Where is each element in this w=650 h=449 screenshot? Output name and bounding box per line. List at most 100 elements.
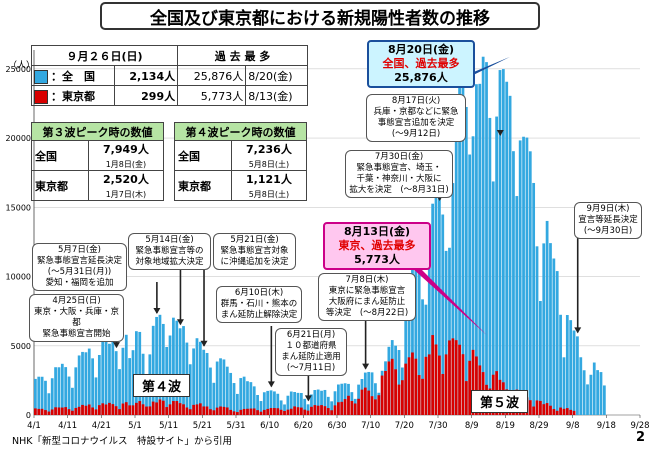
y-tick-label: 0 — [26, 411, 31, 420]
tokyo-bar — [118, 409, 121, 415]
tokyo-bar — [74, 407, 78, 415]
tokyo-bar — [347, 395, 350, 415]
annotation-0610: 6月10日(木) 群馬・石川・熊本の まん延防止解除決定 — [216, 286, 302, 323]
nation-bar — [118, 369, 121, 415]
nation-bar — [421, 299, 424, 415]
x-tick-label: 6/20 — [294, 421, 313, 431]
nation-bar — [293, 392, 296, 415]
tokyo-bar — [299, 407, 303, 415]
nation-bar — [175, 320, 179, 415]
tokyo-bar — [249, 408, 253, 415]
nation-bar — [296, 392, 300, 415]
nation-bar — [323, 389, 327, 415]
tokyo-bar — [441, 373, 445, 415]
nation-bar — [512, 151, 515, 415]
nation-bar — [488, 117, 492, 415]
tokyo-bar — [121, 403, 125, 415]
tokyo-bar — [535, 400, 539, 415]
tokyo-bar — [562, 408, 566, 415]
nation-bar — [565, 315, 569, 415]
tokyo-bar — [286, 409, 290, 415]
nation-bar — [310, 394, 313, 415]
nation-bar — [532, 182, 536, 415]
nation-bar — [545, 220, 549, 415]
nation-bar — [229, 372, 233, 415]
x-tick-label: 4/1 — [27, 421, 41, 431]
nation-bar — [333, 391, 337, 415]
tokyo-bar — [293, 406, 296, 415]
nation-bar — [592, 362, 596, 415]
tokyo-bar — [135, 402, 138, 415]
nation-bar — [202, 349, 206, 415]
tokyo-bar — [94, 409, 98, 415]
nation-bar — [306, 404, 310, 415]
tokyo-bar — [565, 408, 569, 415]
tokyo-bar — [232, 411, 236, 415]
nation-bar — [411, 266, 414, 415]
nation-bar — [108, 343, 111, 415]
tokyo-bar — [273, 408, 276, 415]
nation-bar — [579, 357, 583, 415]
tokyo-bar — [192, 404, 195, 415]
nation-bar — [451, 183, 455, 415]
tokyo-bar — [397, 384, 401, 415]
nation-bar — [535, 246, 539, 415]
tokyo-bar — [205, 406, 209, 415]
x-tick-label: 9/18 — [597, 421, 616, 431]
annotation-0730: 7月30日(金) 緊急事態宣言、埼玉・ 千葉・神奈川・大阪に 拡大を決定 (～8月… — [345, 150, 453, 198]
tokyo-bar — [539, 400, 542, 415]
tokyo-bar — [259, 411, 263, 415]
x-tick-label: 5/21 — [193, 421, 212, 431]
tokyo-bar — [276, 408, 280, 415]
tokyo-bar — [360, 389, 364, 415]
tokyo-bar — [569, 409, 573, 415]
tokyo-bar — [91, 407, 94, 415]
tokyo-bar — [67, 409, 71, 415]
tokyo-bar — [424, 356, 428, 415]
tokyo-bar — [145, 406, 148, 415]
tokyo-bar — [326, 408, 330, 415]
tokyo-bar — [438, 355, 441, 415]
nation-bar — [491, 181, 495, 415]
tokyo-bar — [387, 361, 391, 415]
tokyo-bar — [572, 410, 576, 415]
tokyo-bar — [528, 400, 532, 415]
nation-bar — [434, 196, 438, 415]
tokyo-bar — [431, 335, 435, 415]
nation-bar — [498, 70, 502, 415]
tokyo-bar — [296, 407, 300, 415]
nation-bar — [104, 337, 108, 415]
tokyo-bar — [545, 403, 549, 415]
tokyo-bar — [128, 405, 132, 415]
tokyo-bar — [246, 408, 249, 415]
nation-bar — [114, 351, 118, 415]
annotation-0817: 8月17日(火) 兵庫・京都などに緊急 事態宣言追加を決定 (～9月12日) — [366, 94, 466, 142]
tokyo-bar — [333, 405, 337, 415]
nation-bar — [431, 203, 435, 415]
nation-bar — [475, 84, 478, 415]
nation-bar — [330, 401, 334, 415]
tokyo-bar — [262, 409, 266, 415]
annotation-0514: 5月14日(金) 緊急事態宣言等の 対象地域拡大決定 — [128, 233, 211, 270]
tokyo-bar — [289, 408, 293, 415]
x-tick-label: 7/30 — [428, 421, 447, 431]
nation-bar — [155, 316, 158, 415]
nation-bar — [60, 363, 64, 415]
x-tick-label: 8/29 — [529, 421, 548, 431]
tokyo-bar — [475, 356, 478, 415]
tokyo-bar — [161, 400, 165, 415]
nation-bar — [444, 250, 448, 415]
tokyo-bar — [353, 403, 357, 415]
nation-bar — [236, 393, 239, 415]
y-tick-label: 15000 — [6, 203, 31, 212]
tokyo-bar — [34, 408, 37, 415]
tokyo-bar — [313, 405, 317, 415]
tokyo-bar — [350, 401, 354, 415]
tokyo-bar — [444, 354, 448, 415]
tokyo-bar — [559, 407, 562, 415]
tokyo-bar — [148, 406, 152, 415]
x-tick-label: 9/8 — [566, 421, 580, 431]
x-tick-label: 6/10 — [260, 421, 279, 431]
tokyo-bar — [172, 401, 175, 415]
